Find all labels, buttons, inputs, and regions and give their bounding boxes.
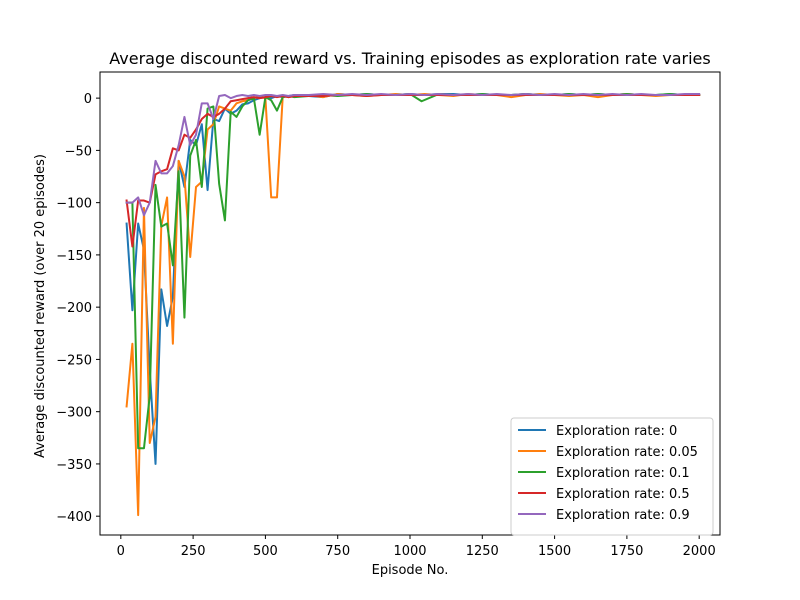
y-tick-label: −300	[56, 406, 92, 421]
x-tick-label: 2000	[683, 544, 716, 559]
legend-entry-4: Exploration rate: 0.5	[556, 487, 690, 502]
legend-entry-5: Exploration rate: 0.9	[556, 508, 690, 523]
x-axis-label: Episode No.	[372, 563, 449, 578]
y-tick-label: 0	[84, 92, 92, 107]
legend: Exploration rate: 0 Exploration rate: 0.0…	[510, 417, 714, 536]
plot-area: 0 250 500 750 1000 1250 1500 1750 2000 −400 −350 −3…	[56, 71, 721, 559]
y-tick-label: −150	[56, 249, 92, 264]
series-line-5	[125, 92, 701, 217]
legend-entry-1: Exploration rate: 0	[556, 424, 677, 439]
y-tick-label: −250	[56, 353, 92, 368]
y-tick-label: −50	[65, 144, 92, 159]
y-tick-label: −400	[56, 510, 92, 525]
y-tick-label: −350	[56, 458, 92, 473]
x-tick-label: 1500	[538, 544, 571, 559]
x-tick-label: 500	[253, 544, 278, 559]
y-tick-label: −200	[56, 301, 92, 316]
x-tick-label: 0	[117, 544, 125, 559]
chart-title: Average discounted reward vs. Training e…	[109, 49, 710, 68]
x-tick-label: 1000	[393, 544, 426, 559]
x-tick-label: 1250	[466, 544, 499, 559]
x-tick-label: 250	[181, 544, 206, 559]
legend-entry-2: Exploration rate: 0.05	[556, 445, 698, 460]
x-tick-label: 1750	[610, 544, 643, 559]
x-tick-label: 750	[325, 544, 350, 559]
legend-box	[510, 417, 714, 536]
legend-entry-3: Exploration rate: 0.1	[556, 466, 690, 481]
y-tick-label: −100	[56, 197, 92, 212]
y-axis-label: Average discounted reward (over 20 episo…	[33, 154, 48, 458]
